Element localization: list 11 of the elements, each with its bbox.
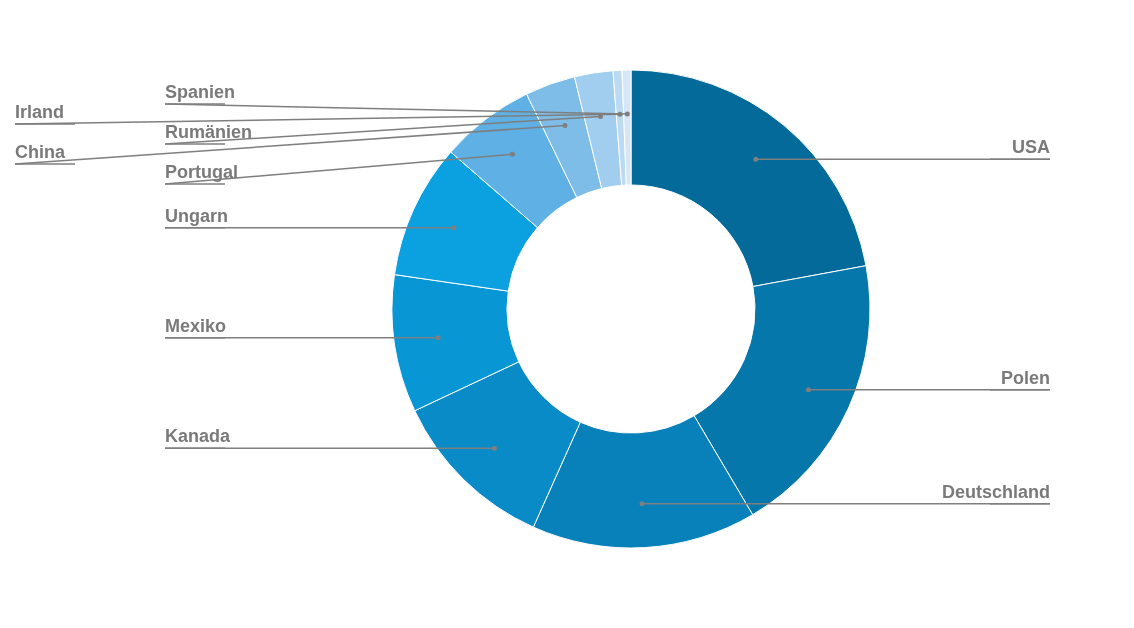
slice-label: USA	[1011, 137, 1050, 158]
slice-label: Mexiko	[165, 315, 227, 336]
slice-label: Ungarn	[165, 205, 228, 226]
slice-label: Deutschland	[941, 481, 1050, 502]
slice-label: Kanada	[165, 426, 232, 447]
slice-label: Polen	[1000, 367, 1050, 388]
slice-label: Portugal	[165, 162, 239, 183]
slice-label: Spanien	[165, 82, 236, 103]
slice-label: Rumänien	[165, 122, 253, 143]
slice-label: China	[15, 142, 66, 163]
slice-label: Irland	[15, 102, 65, 123]
